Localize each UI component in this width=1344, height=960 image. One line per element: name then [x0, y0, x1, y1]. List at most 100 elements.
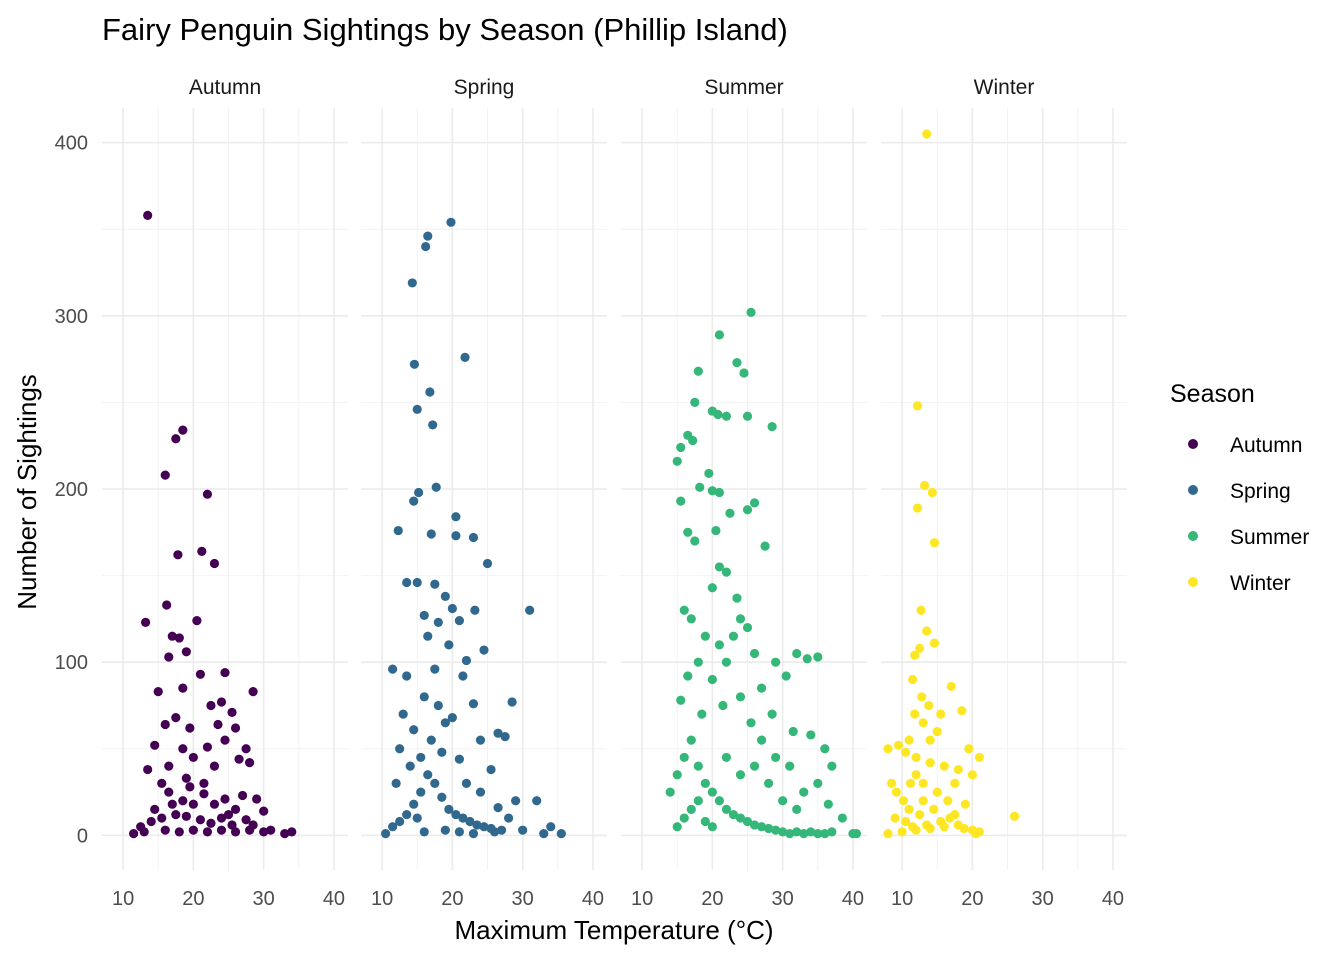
data-point-summer — [746, 307, 756, 317]
data-point-winter — [916, 605, 926, 615]
legend-item-summer: Summer — [1188, 526, 1309, 549]
data-point-autumn — [140, 617, 151, 627]
data-point-winter — [918, 796, 928, 806]
data-point-autumn — [164, 652, 174, 662]
data-point-summer — [799, 787, 809, 797]
data-point-spring — [511, 796, 521, 806]
legend-item-winter: Winter — [1188, 572, 1291, 595]
data-point-winter — [918, 778, 928, 789]
data-point-spring — [388, 664, 398, 674]
data-point-autumn — [174, 827, 184, 837]
data-point-autumn — [197, 546, 207, 556]
data-point-winter — [939, 761, 949, 771]
y-tick-label: 100 — [55, 652, 88, 674]
data-point-winter — [960, 799, 970, 809]
data-point-spring — [475, 735, 486, 745]
data-point-spring — [475, 787, 486, 797]
data-point-autumn — [157, 813, 167, 823]
data-point-winter — [917, 692, 927, 702]
legend-key — [1188, 577, 1198, 587]
data-point-spring — [433, 617, 443, 627]
data-point-spring — [416, 787, 426, 797]
data-point-winter — [929, 638, 940, 648]
data-point-winter — [957, 706, 967, 716]
x-tick-label: 30 — [772, 888, 794, 910]
data-point-autumn — [206, 818, 216, 828]
data-point-summer — [728, 809, 739, 820]
data-point-summer — [756, 822, 767, 832]
data-point-summer — [742, 816, 753, 827]
data-point-summer — [707, 583, 717, 593]
data-point-summer — [749, 648, 760, 659]
data-point-winter — [932, 726, 942, 737]
data-point-winter — [922, 129, 932, 139]
data-point-winter — [974, 752, 985, 763]
data-point-spring — [423, 231, 433, 241]
y-tick-label: 0 — [77, 825, 88, 847]
x-axis-title: Maximum Temperature (°C) — [454, 915, 773, 945]
data-point-summer — [676, 695, 686, 705]
data-point-autumn — [167, 799, 177, 809]
data-point-autumn — [230, 804, 241, 814]
data-point-spring — [460, 352, 470, 362]
data-point-winter — [929, 804, 939, 814]
data-point-autumn — [185, 782, 195, 792]
data-point-summer — [690, 536, 700, 546]
data-point-autumn — [150, 740, 160, 750]
data-point-winter — [883, 829, 893, 839]
data-point-summer — [707, 486, 717, 496]
x-tick-label: 30 — [512, 888, 534, 910]
x-tick-label: 10 — [891, 888, 913, 910]
data-point-autumn — [160, 470, 170, 480]
data-point-summer — [714, 487, 725, 498]
data-point-summer — [767, 709, 777, 719]
data-point-winter — [936, 816, 946, 827]
data-point-spring — [393, 525, 403, 536]
data-point-autumn — [146, 816, 156, 827]
data-point-spring — [395, 744, 405, 754]
data-point-summer — [672, 822, 682, 832]
legend-key — [1188, 485, 1198, 495]
data-point-spring — [419, 610, 429, 621]
data-point-summer — [718, 700, 728, 711]
facet-panel-summer: Summer 10 20 30 40 — [621, 76, 867, 910]
data-point-spring — [539, 829, 549, 839]
data-point-summer — [820, 744, 830, 754]
data-point-autumn — [252, 794, 262, 804]
data-point-autumn — [248, 687, 258, 697]
data-point-winter — [886, 778, 897, 789]
data-point-spring — [486, 764, 496, 775]
data-point-summer — [721, 567, 732, 577]
data-point-autumn — [280, 829, 290, 839]
data-point-summer — [704, 468, 714, 479]
data-point-summer — [788, 726, 798, 737]
data-point-spring — [388, 822, 398, 832]
data-point-spring — [468, 699, 479, 709]
data-point-winter — [908, 822, 918, 832]
data-point-autumn — [178, 744, 188, 754]
data-point-winter — [893, 740, 904, 750]
data-point-summer — [785, 829, 795, 839]
data-point-winter — [883, 744, 893, 754]
data-point-autumn — [206, 700, 216, 711]
data-point-summer — [746, 718, 756, 728]
data-point-winter — [898, 796, 909, 806]
data-point-autumn — [259, 827, 269, 837]
data-point-summer — [714, 796, 725, 806]
data-point-winter — [918, 718, 928, 728]
data-point-autumn — [181, 773, 191, 783]
x-tick-label: 20 — [441, 888, 463, 910]
facet-strip-label: Autumn — [189, 76, 261, 99]
data-point-summer — [686, 735, 696, 745]
data-point-summer — [802, 654, 812, 664]
data-point-autumn — [192, 616, 202, 626]
data-point-autumn — [287, 827, 297, 837]
data-point-autumn — [199, 778, 209, 789]
data-point-spring — [419, 827, 429, 837]
data-point-spring — [414, 487, 424, 498]
legend-item-autumn: Autumn — [1188, 434, 1302, 457]
data-point-autumn — [220, 735, 230, 745]
data-point-spring — [409, 359, 420, 369]
data-point-winter — [897, 827, 907, 837]
data-point-summer — [732, 357, 742, 368]
